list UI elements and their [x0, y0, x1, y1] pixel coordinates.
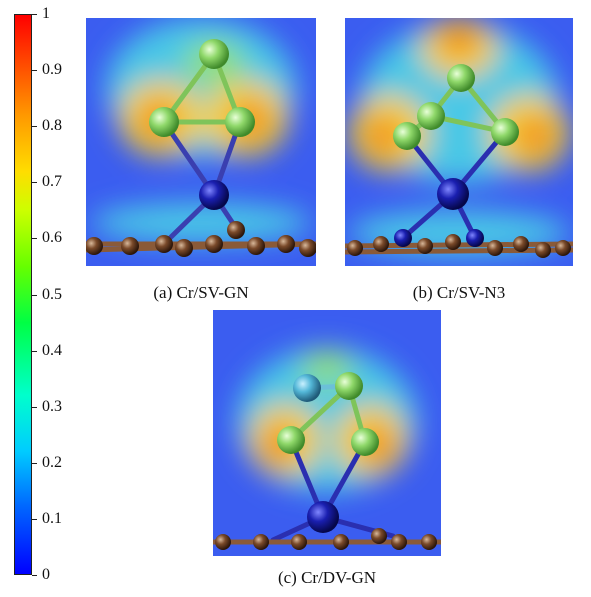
colorbar-tick-mark	[32, 126, 37, 128]
colorbar-tick-label: 1	[42, 5, 50, 22]
colorbar-tick-label: 0.3	[42, 397, 62, 415]
colorbar	[14, 14, 32, 575]
colorbar-tick-label: 0.5	[42, 285, 62, 303]
colorbar-tick-label: 0.7	[42, 173, 62, 191]
colorbar-tick-mark	[32, 238, 37, 240]
colorbar-tick-label: 0.4	[42, 341, 62, 359]
panel-c-elf-map	[213, 310, 441, 556]
colorbar-tick-mark	[32, 406, 37, 408]
colorbar-tick-mark	[32, 70, 37, 72]
colorbar-tick-label: 0.9	[42, 61, 62, 79]
colorbar-tick-mark	[32, 294, 37, 296]
colorbar-tick-label: 0.6	[42, 229, 62, 247]
colorbar-tick-mark	[32, 575, 37, 576]
colorbar-tick-mark	[32, 518, 37, 520]
panel-a-caption: (a) Cr/SV-GN	[153, 283, 249, 302]
colorbar-tick-mark	[32, 462, 37, 464]
colorbar-tick-label: 0.2	[42, 453, 62, 471]
panel-c-caption: (c) Cr/DV-GN	[277, 568, 377, 587]
colorbar-tick-label: 0.1	[42, 509, 62, 527]
panel-b-caption: (b) Cr/SV-N3	[412, 283, 506, 302]
panel-a-elf-map	[86, 18, 316, 266]
colorbar-tick-label: 0	[42, 566, 50, 583]
panel-b-elf-map	[345, 18, 573, 266]
colorbar-tick-mark	[32, 350, 37, 352]
colorbar-tick-label: 0.8	[42, 117, 62, 135]
colorbar-tick-mark	[32, 182, 37, 184]
colorbar-tick-mark	[32, 14, 37, 15]
